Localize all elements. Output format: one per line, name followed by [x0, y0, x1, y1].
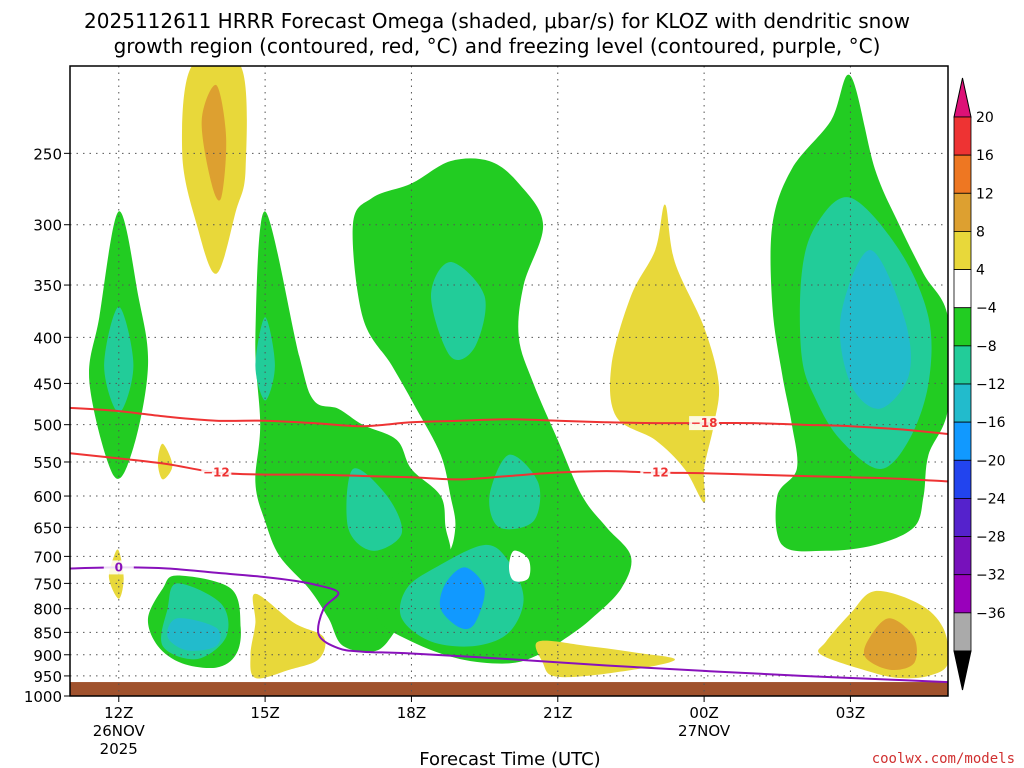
y-tick-label-650: 650 [33, 519, 62, 537]
y-tick-label-850: 850 [33, 624, 62, 642]
colorbar: 20 16 12 8 4 −4 −8 −12 −16 −20 −24 −28 −32 −36 [953, 77, 1006, 691]
y-tick-label-400: 400 [33, 329, 62, 347]
colorbar-swatch-2 [953, 192, 972, 232]
colorbar-label-3: 8 [976, 224, 985, 240]
colorbar-swatch-4 [953, 269, 972, 309]
contour-dgz-minus12-label-0: −12 [203, 466, 230, 480]
contour-dgz-minus12-label-bg-1 [640, 465, 671, 480]
omega-region-17 [201, 84, 227, 201]
omega-region-21 [250, 593, 326, 679]
x-tick-label-03Z: 03Z [836, 704, 865, 722]
colorbar-swatch-8 [953, 421, 972, 461]
grid-lines [70, 66, 948, 696]
contour-dgz-minus18-label-bg-0 [689, 416, 720, 431]
colorbar-swatch-9 [953, 459, 972, 499]
omega-region-15 [839, 250, 911, 409]
omega-region-10 [489, 454, 541, 530]
colorbar-swatch-12 [953, 574, 972, 614]
x-tick-label-21Z: 21Z [543, 704, 572, 722]
y-tick-label-350: 350 [33, 277, 62, 295]
colorbar-swatch-7 [953, 383, 972, 423]
y-tick-label-700: 700 [33, 548, 62, 566]
x-tick-label-00Z: 00Z [689, 704, 718, 722]
x-tick-label-12Z: 12Z [104, 704, 133, 722]
colorbar-label-5: −4 [976, 301, 997, 317]
x-axis-label: Forecast Time (UTC) [419, 749, 600, 768]
contour-dgz-minus12-label-bg-0 [201, 465, 232, 480]
colorbar-swatch-11 [953, 536, 972, 576]
y-tick-label-250: 250 [33, 145, 62, 163]
contour-dgz-minus18-label-0: −18 [691, 416, 718, 430]
colorbar-swatch-6 [953, 345, 972, 385]
x-tick-label-15Z: 15Z [250, 704, 279, 722]
omega-region-5 [255, 211, 451, 653]
ground-layer [70, 682, 948, 696]
colorbar-label-7: −12 [976, 377, 1006, 393]
colorbar-label-8: −16 [976, 415, 1006, 431]
y-axis-ticks: 250 300 350 400 450 500 550 600 650 700 750 800 850 9… [24, 145, 70, 706]
y-tick-label-950: 950 [33, 668, 62, 686]
colorbar-swatch-1 [953, 154, 972, 194]
y-tick-label-900: 900 [33, 647, 62, 665]
x-tick-date-12Z: 26NOV [93, 722, 146, 740]
y-tick-label-1000: 1000 [24, 688, 62, 706]
omega-region-9 [431, 262, 486, 361]
colorbar-swatch-0 [953, 116, 972, 156]
colorbar-label-12: −32 [976, 568, 1006, 584]
colorbar-label-6: −8 [976, 339, 997, 355]
x-tick-date-00Z: 27NOV [678, 722, 731, 740]
colorbar-label-9: −20 [976, 453, 1006, 469]
omega-region-4 [167, 618, 221, 651]
y-tick-label-550: 550 [33, 454, 62, 472]
omega-shading [89, 66, 948, 679]
x-tick-year-12Z: 2025 [100, 740, 138, 758]
plot-frame [69, 65, 949, 697]
omega-region-24 [863, 618, 917, 670]
colorbar-label-1: 16 [976, 148, 994, 164]
y-tick-label-600: 600 [33, 488, 62, 506]
y-tick-label-800: 800 [33, 601, 62, 619]
contour-freezing-level-label-0: 0 [115, 560, 123, 574]
colorbar-swatch-5 [953, 307, 972, 347]
chart-title-line2: growth region (contoured, red, °C) and f… [114, 34, 881, 58]
colorbar-label-4: 4 [976, 263, 985, 279]
x-tick-label-18Z: 18Z [397, 704, 426, 722]
contour-freezing-level-label-bg-0 [103, 560, 134, 575]
y-tick-label-500: 500 [33, 417, 62, 435]
colorbar-label-11: −28 [976, 530, 1006, 546]
colorbar-top-arrow [953, 77, 972, 118]
contour-freezing-level [70, 566, 948, 684]
colorbar-label-0: 20 [976, 110, 994, 126]
colorbar-swatch-3 [953, 231, 972, 270]
y-tick-label-300: 300 [33, 217, 62, 235]
colorbar-label-2: 12 [976, 186, 994, 202]
credit-text: coolwx.com/models [872, 751, 1015, 767]
y-tick-label-450: 450 [33, 375, 62, 393]
colorbar-label-13: −36 [976, 606, 1006, 622]
contour-dgz-minus12-label-1: −12 [642, 466, 669, 480]
chart-title-line1: 2025112611 HRRR Forecast Omega (shaded, … [84, 9, 910, 33]
omega-region-12 [439, 567, 485, 630]
y-tick-label-750: 750 [33, 575, 62, 593]
colorbar-swatch-10 [953, 498, 972, 537]
contour-dgz-minus18 [70, 406, 948, 435]
colorbar-bottom-arrow [953, 650, 972, 691]
omega-region-7 [346, 468, 403, 551]
omega-region-19 [157, 443, 173, 480]
colorbar-swatch-13 [953, 612, 972, 652]
ground-fill [70, 682, 948, 696]
colorbar-label-10: −24 [976, 491, 1006, 507]
omega-hole-0 [509, 550, 531, 582]
contour-labels: −18 −12 −12 0 [103, 416, 720, 575]
